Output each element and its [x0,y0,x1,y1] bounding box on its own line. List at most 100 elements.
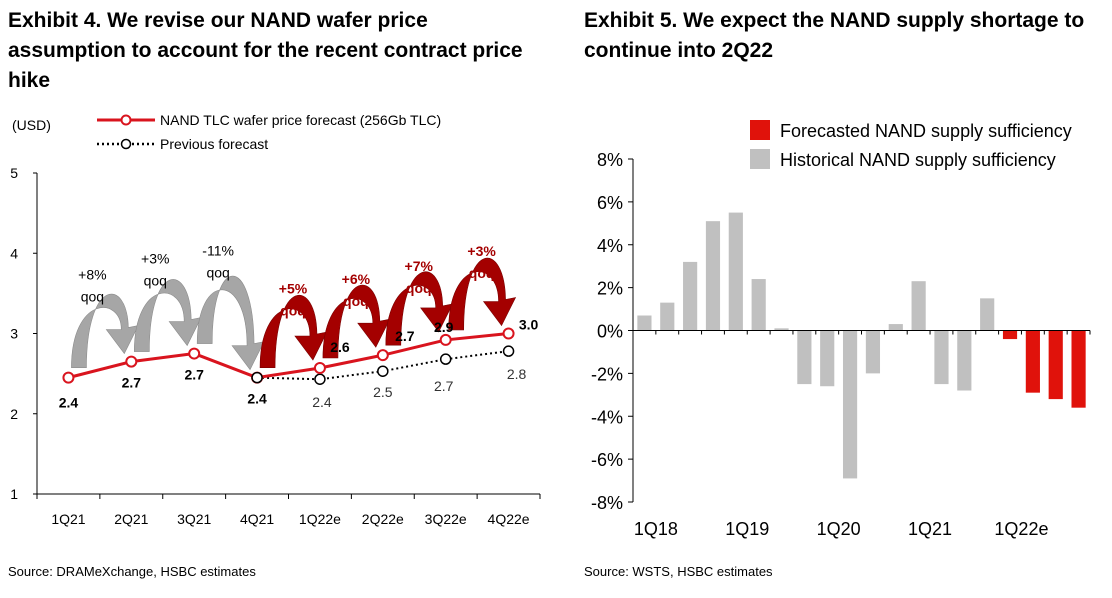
qoq-annotation-label: qoq [406,280,432,296]
x-tick-label: 4Q22e [488,511,530,527]
forecast-price-point [439,333,452,346]
qoq-annotation-label: qoq [81,289,104,305]
x-tick-label: 3Q22e [425,511,467,527]
previous-forecast-data-label: 2.5 [373,384,393,400]
y-tick-label: 3 [10,326,18,342]
x-tick-label: 1Q22e [994,519,1048,539]
legend-forecast-swatch [750,120,770,140]
historical-bar-4Q18 [705,221,721,331]
x-tick-label: 1Q21 [51,511,85,527]
previous-forecast-point [314,373,326,385]
legend-forecast-label: NAND TLC wafer price forecast (256Gb TLC… [160,112,441,128]
historical-bar-1Q21 [911,281,926,331]
forecast-price-point [125,355,138,368]
forecast-data-label: 2.7 [122,375,142,391]
forecast-bar-4Q22e [1071,330,1086,408]
historical-bar-2Q18 [660,302,675,331]
y-tick-label: 2% [597,279,623,299]
left-source-note: Source: DRAMeXchange, HSBC estimates [8,564,256,579]
x-tick-label: 4Q21 [240,511,274,527]
qoq-annotation-label: qoq [469,265,495,281]
qoq-annotation-label: qoq [280,303,306,319]
legend-previous-label: Previous forecast [160,136,268,152]
forecast-data-label: 2.4 [59,395,79,411]
y-tick-label: -2% [591,364,623,384]
x-tick-label: 1Q19 [725,519,769,539]
historical-bar-4Q21 [980,298,995,331]
y-tick-label: 8% [597,150,623,170]
forecast-price-point [376,349,389,362]
qoq-annotation-change: -11% [202,243,234,259]
right-bar-chart: Forecasted NAND supply sufficiency Histor… [591,120,1091,539]
qoq-annotation-change: +8% [78,267,106,283]
historical-bar-2Q19 [751,279,766,331]
historical-bar-4Q20 [888,324,903,331]
forecast-bar-2Q22e [1025,330,1040,393]
historical-bar-1Q18 [637,315,652,331]
forecast-bar-3Q22e [1048,330,1063,400]
y-tick-label: 0% [597,322,623,342]
historical-bar-3Q20 [865,330,881,374]
legend-historical-label: Historical NAND supply sufficiency [780,150,1056,170]
y-tick-label: 6% [597,193,623,213]
y-tick-label: -8% [591,493,623,513]
y-tick-label: -6% [591,450,623,470]
forecast-price-line [68,332,509,380]
historical-bar-3Q21 [957,330,972,391]
historical-bar-2Q20 [842,330,858,479]
y-tick-label: 5 [10,165,18,181]
qoq-annotation-label: qoq [343,293,369,309]
qoq-arrow-1 [134,279,202,352]
forecast-price-point [188,347,201,360]
forecast-bar-1Q22e [1002,330,1018,340]
forecast-price-point [62,371,75,384]
historical-bar-2Q21 [934,330,949,385]
forecast-price-point [313,362,326,375]
previous-forecast-point [439,353,452,365]
y-tick-label: 2 [10,406,18,422]
forecast-data-label: 2.9 [434,319,454,335]
y-tick-label: -4% [591,407,623,427]
historical-bar-1Q20 [820,330,835,387]
forecast-data-label: 2.4 [247,391,267,407]
forecast-price-point [502,327,515,340]
qoq-annotation-label: qoq [144,273,167,289]
x-tick-label: 1Q21 [908,519,952,539]
x-tick-label: 2Q21 [114,511,148,527]
x-tick-label: 1Q18 [634,519,678,539]
x-tick-label: 2Q22e [362,511,404,527]
x-tick-label: 3Q21 [177,511,211,527]
qoq-arrow-6 [448,257,517,331]
qoq-annotation-label: qoq [206,265,229,281]
legend-forecast-marker [120,114,132,126]
legend-forecast-label: Forecasted NAND supply sufficiency [780,121,1072,141]
historical-bar-3Q18 [683,261,698,331]
previous-forecast-point [502,345,515,357]
qoq-annotation-change: +3% [467,243,496,259]
legend-previous-marker [120,138,132,150]
historical-bar-3Q19 [774,328,789,331]
x-tick-label: 1Q22e [299,511,341,527]
qoq-annotation-change: +3% [141,251,169,267]
forecast-data-label: 2.6 [330,339,350,355]
forecast-data-label: 3.0 [519,317,539,333]
previous-forecast-data-label: 2.8 [507,366,527,382]
historical-bar-4Q19 [797,330,812,385]
previous-forecast-point [377,365,389,377]
forecast-data-label: 2.7 [184,367,204,383]
previous-forecast-data-label: 2.4 [312,394,332,410]
qoq-arrow-2 [196,276,265,371]
previous-forecast-point [251,371,263,384]
qoq-annotation-change: +5% [279,281,308,297]
y-tick-label: 1 [10,486,18,502]
right-exhibit-title: Exhibit 5. We expect the NAND supply sho… [584,9,1085,62]
qoq-annotation-change: +7% [405,258,434,274]
right-source-note: Source: WSTS, HSBC estimates [584,564,773,579]
previous-forecast-data-label: 2.7 [434,378,454,394]
left-exhibit-title: Exhibit 4. We revise our NAND wafer pric… [8,9,523,92]
forecast-data-label: 2.7 [395,328,415,344]
left-line-chart: 1 2 3 4 5 1Q21 2Q21 3Q21 4Q21 1Q22e 2Q22e 3Q22e 4Q22… [10,112,541,527]
historical-bar-1Q19 [728,212,743,331]
qoq-annotation-change: +6% [342,271,371,287]
